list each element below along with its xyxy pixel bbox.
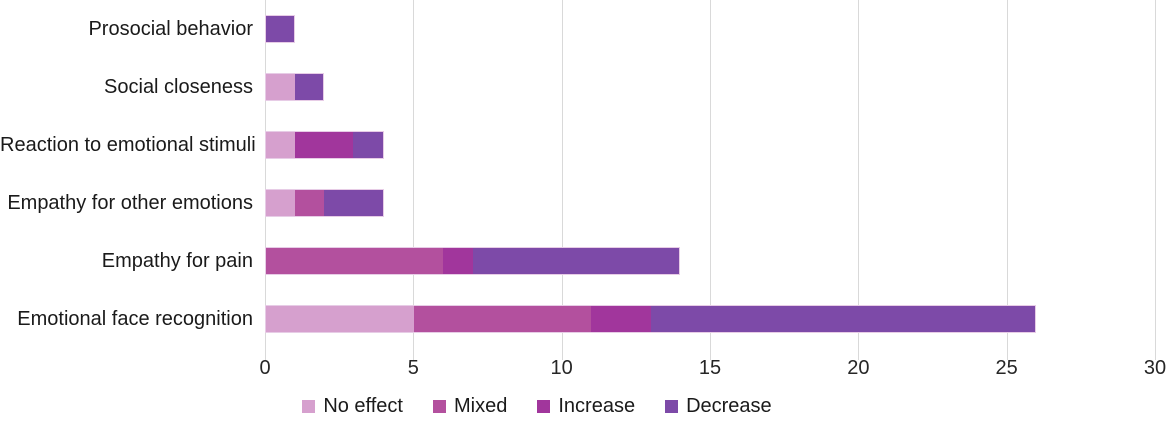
category-label: Social closeness [104, 76, 253, 98]
chart-area: Prosocial behavior Social closeness Reacti… [0, 0, 1170, 360]
legend-item: No effect [302, 395, 403, 418]
bar-row: Reaction to emotional stimuli [0, 116, 1170, 174]
gridline [561, 0, 563, 360]
stacked-bar [265, 131, 384, 159]
gridline [1155, 0, 1156, 360]
x-tick-label: 20 [847, 357, 870, 379]
bar-segment-decrease [266, 16, 294, 42]
bar-segment-decrease [294, 74, 324, 100]
legend-label: Mixed [454, 395, 508, 417]
x-tick-label: 10 [550, 357, 573, 379]
bar-segment-increase [443, 248, 473, 274]
legend-label: Increase [558, 395, 636, 417]
stacked-bar [265, 305, 1037, 333]
category-label: Prosocial behavior [88, 18, 253, 40]
legend-label: No effect [323, 395, 403, 417]
bar-track [265, 189, 1155, 217]
bar-segment-no-effect [266, 306, 414, 332]
bar-track [265, 15, 1155, 43]
bar-segment-no-effect [266, 190, 296, 216]
stacked-bar [265, 15, 295, 43]
bar-segment-increase [591, 306, 651, 332]
category-label: Emotional face recognition [17, 308, 253, 330]
x-tick-label: 5 [407, 357, 419, 379]
bar-rows: Prosocial behavior Social closeness Reacti… [0, 0, 1170, 348]
bar-track [265, 131, 1155, 159]
bar-segment-mixed [266, 248, 444, 274]
legend: No effect Mixed Increase Decrease [0, 395, 1122, 418]
legend-swatch-icon [665, 400, 679, 413]
category-label: Reaction to emotional stimuli [0, 134, 256, 156]
legend-item: Increase [537, 395, 635, 418]
legend-swatch-icon [433, 400, 446, 413]
bar-track [265, 247, 1155, 275]
legend-item: Mixed [433, 395, 507, 418]
legend-item: Decrease [665, 395, 772, 418]
gridline [710, 0, 711, 360]
x-tick-label: 25 [995, 357, 1018, 379]
stacked-bar [265, 247, 681, 275]
category-label: Empathy for other emotions [7, 192, 253, 214]
bar-track [265, 73, 1155, 101]
bar-row: Empathy for pain [0, 232, 1170, 290]
stacked-bar [265, 189, 384, 217]
x-tick-label: 30 [1143, 357, 1167, 379]
gridline [858, 0, 860, 360]
bar-segment-mixed [295, 190, 325, 216]
bar-segment-decrease [353, 132, 383, 158]
category-label: Empathy for pain [101, 250, 253, 272]
bar-segment-no-effect [266, 74, 295, 100]
x-tick-label: 15 [698, 357, 722, 379]
gridline [265, 0, 266, 360]
bar-segment-increase [295, 132, 354, 158]
gridline [1006, 0, 1008, 360]
bar-segment-no-effect [266, 132, 296, 158]
bar-row: Prosocial behavior [0, 0, 1170, 58]
legend-label: Decrease [686, 395, 772, 417]
stacked-bar [265, 73, 325, 101]
bar-segment-decrease [472, 248, 680, 274]
legend-swatch-icon [302, 400, 316, 413]
bar-row: Social closeness [0, 58, 1170, 116]
bar-row: Emotional face recognition [0, 290, 1170, 348]
gridline-layer [265, 0, 1156, 360]
gridline [413, 0, 415, 360]
bar-segment-mixed [413, 306, 592, 332]
x-tick-label: 0 [259, 357, 271, 379]
bar-segment-decrease [324, 190, 383, 216]
bar-row: Empathy for other emotions [0, 174, 1170, 232]
bar-segment-decrease [650, 306, 1036, 332]
x-axis: 0 5 10 15 20 25 30 [259, 357, 1166, 383]
bar-track [265, 305, 1155, 333]
legend-swatch-icon [537, 400, 551, 413]
